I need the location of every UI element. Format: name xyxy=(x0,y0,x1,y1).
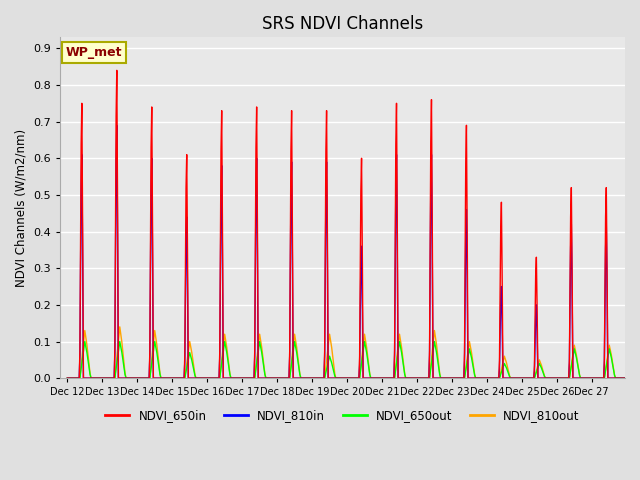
Legend: NDVI_650in, NDVI_810in, NDVI_650out, NDVI_810out: NDVI_650in, NDVI_810in, NDVI_650out, NDV… xyxy=(100,404,584,427)
Y-axis label: NDVI Channels (W/m2/nm): NDVI Channels (W/m2/nm) xyxy=(15,129,28,287)
Title: SRS NDVI Channels: SRS NDVI Channels xyxy=(262,15,423,33)
Text: WP_met: WP_met xyxy=(66,46,122,59)
